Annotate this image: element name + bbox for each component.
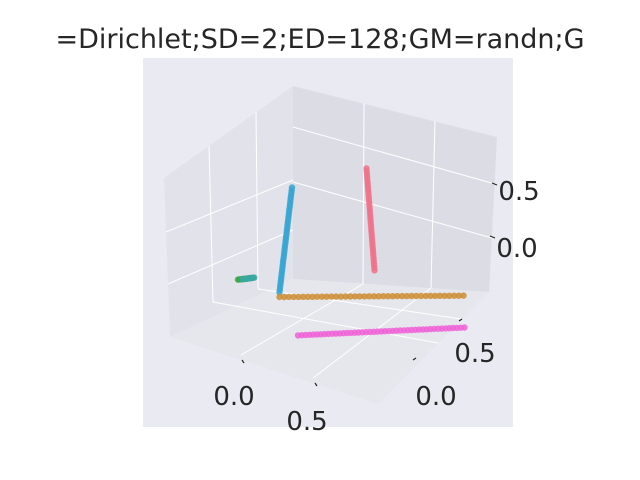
series-2-point <box>299 293 307 300</box>
series-2-point <box>318 293 326 300</box>
series-2-point <box>450 292 458 299</box>
series-2-point <box>337 293 344 300</box>
grid-lines <box>165 102 496 379</box>
series-2-point <box>332 293 340 300</box>
series-2-point <box>361 293 368 300</box>
series-2-point <box>389 293 396 300</box>
series-2-point <box>347 293 354 300</box>
series-2-point <box>342 293 349 300</box>
series-2-point <box>394 292 401 300</box>
left-pane <box>164 86 293 337</box>
series-2-point <box>417 292 425 300</box>
series-2-point <box>295 293 302 301</box>
series-2-point <box>314 293 321 300</box>
series-2-point <box>365 293 373 300</box>
x-tick-label-0: 0.0 <box>213 382 254 412</box>
series-0-point <box>276 289 283 296</box>
series-2-point <box>427 292 434 300</box>
series-2-point <box>281 293 288 301</box>
series-2-point <box>432 292 439 300</box>
series-2-point <box>384 293 392 300</box>
series-2-point <box>403 292 411 300</box>
series-2-point <box>351 293 359 300</box>
series-2-point <box>460 292 467 299</box>
series-2-point <box>323 293 330 300</box>
series-2-point <box>422 292 429 300</box>
series-2-point <box>441 292 448 299</box>
series-2-point <box>276 293 283 301</box>
series-2-point <box>413 292 420 300</box>
chart-title: =Dirichlet;SD=2;ED=128;GM=randn;G <box>55 24 584 55</box>
floor-pane <box>170 279 489 404</box>
z-tick-label-0: 0.0 <box>496 234 537 264</box>
series-2-point <box>290 293 297 301</box>
series-2-point <box>328 293 335 300</box>
z-tick-label-1: 0.5 <box>498 177 539 207</box>
series-1-point <box>371 267 378 274</box>
series-2-point <box>455 292 462 299</box>
series-2-point <box>304 293 311 300</box>
series-2-point <box>309 293 316 300</box>
series-2-point <box>375 293 382 300</box>
series-2-point <box>446 292 453 299</box>
series-5-point <box>251 274 258 281</box>
series-2-point <box>370 293 378 300</box>
y-tick-label-1: 0.5 <box>454 339 495 369</box>
series-2-point <box>408 292 415 300</box>
y-tick-label-0: 0.0 <box>415 382 456 412</box>
series-2-point <box>356 293 363 300</box>
scatter-points <box>234 165 468 339</box>
tick-marks <box>241 182 498 387</box>
series-2-point <box>285 293 293 301</box>
x-tick-label-1: 0.5 <box>286 407 327 437</box>
series-2-point <box>399 292 406 300</box>
back-pane <box>293 86 497 292</box>
series-2-point <box>436 292 444 299</box>
series-3-point <box>461 324 468 331</box>
series-2-point <box>380 293 387 300</box>
